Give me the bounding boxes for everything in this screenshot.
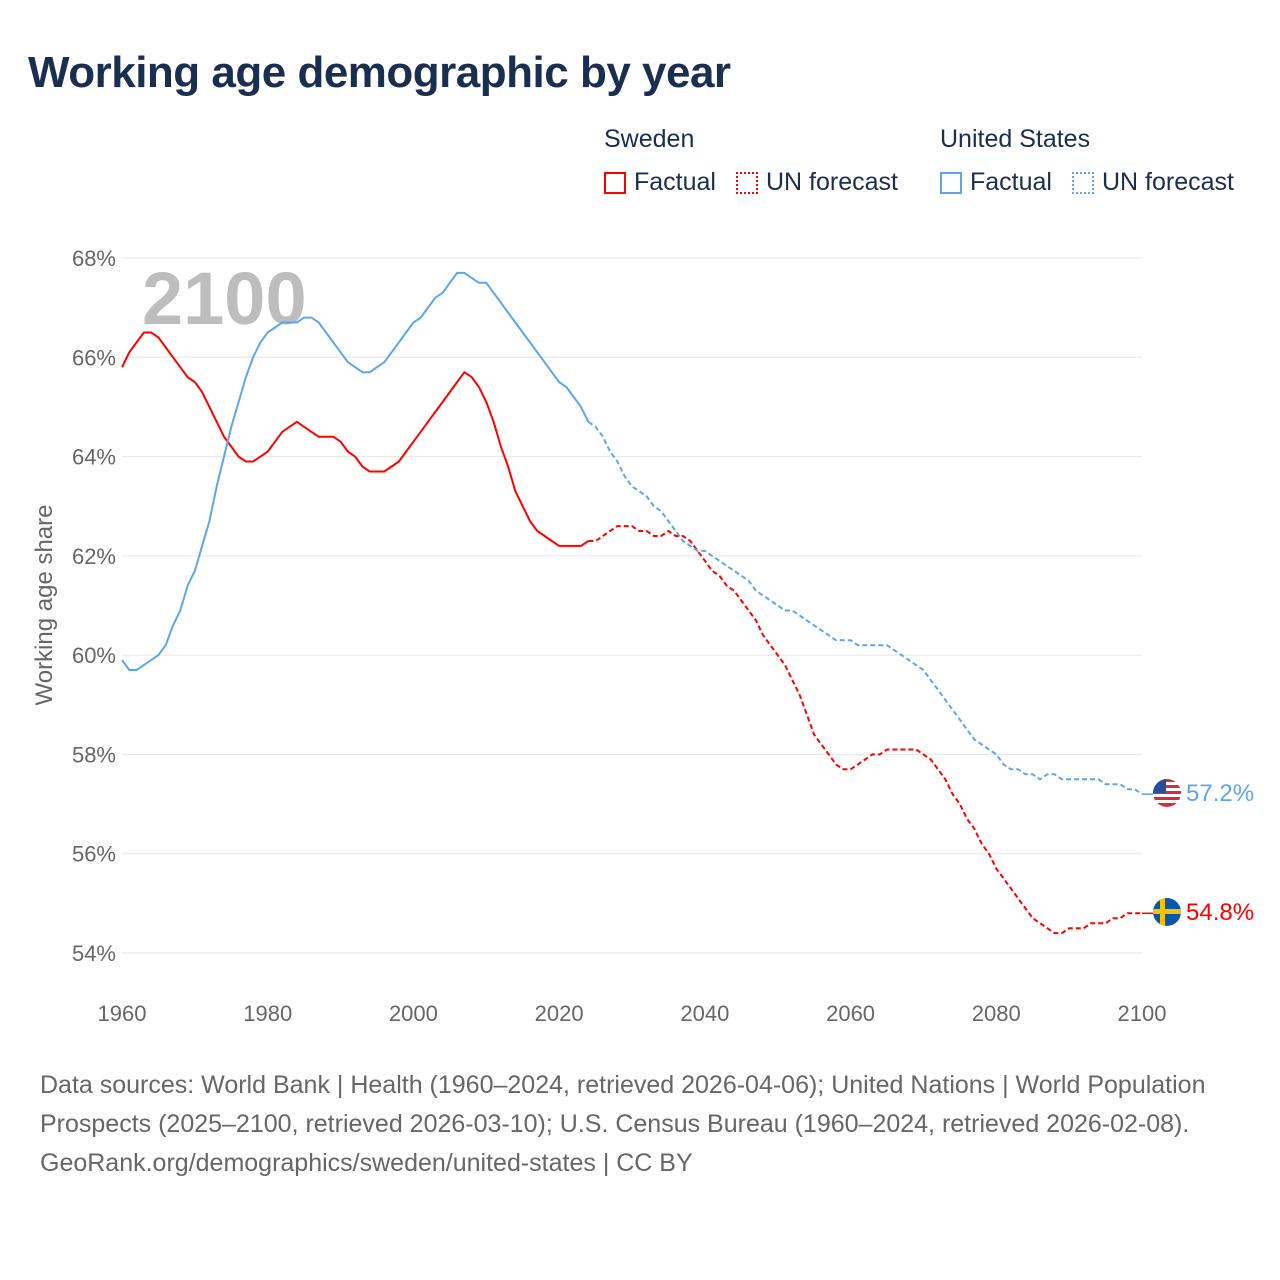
y-tick-label: 58% [72, 742, 116, 767]
x-tick-label: 1960 [98, 1001, 147, 1026]
legend-label: UN forecast [1101, 168, 1234, 196]
x-tick-label: 1980 [243, 1001, 292, 1026]
y-tick-label: 62% [72, 544, 116, 569]
legend-us-title: United States [940, 125, 1091, 153]
legend-sweden-forecast[interactable]: UN forecast [735, 168, 898, 197]
y-tick-label: 54% [72, 941, 116, 966]
x-tick-label: 2080 [972, 1001, 1021, 1026]
legend-swatch [604, 171, 626, 194]
x-tick-label: 2100 [1118, 1001, 1167, 1026]
legend-label: Factual [970, 168, 1052, 196]
chart-title: Working age demographic by year [28, 48, 731, 97]
footer: Data sources: World Bank | Health (1960–… [40, 1066, 1240, 1183]
legend-label: UN forecast [765, 168, 898, 196]
legend-swatch [940, 171, 962, 194]
sweden-forecast-line [588, 525, 1142, 935]
united-states-forecast-line [587, 420, 1143, 795]
sweden-end-label: 54.8% [1186, 899, 1254, 926]
line-chart: 54% 56% 58% 60% 62% 64% 66% 68% 1960 1980 2000 2020… [31, 246, 1254, 1026]
united-states-factual-line [121, 271, 590, 671]
year-watermark: 2100 [142, 257, 307, 340]
legend-swatch [1071, 171, 1094, 194]
legend-label: Factual [634, 168, 716, 196]
legend-us-factual[interactable]: Factual [940, 168, 1052, 197]
credit-link[interactable]: GeoRank.org/demographics/sweden/united-s… [40, 1149, 693, 1177]
x-tick-label: 2040 [680, 1001, 729, 1026]
legend-sweden: Sweden Factual UN forecast [604, 125, 912, 197]
y-tick-label: 68% [72, 246, 116, 271]
us-flag-icon [1153, 779, 1181, 807]
sweden-factual-line [121, 331, 589, 547]
y-tick-label: 66% [72, 345, 116, 370]
legend-sweden-factual[interactable]: Factual [604, 168, 716, 197]
us-end-label: 57.2% [1186, 780, 1254, 807]
data-sources: Data sources: World Bank | Health (1960–… [40, 1071, 1206, 1138]
x-tick-label: 2020 [535, 1001, 584, 1026]
y-tick-label: 56% [72, 842, 116, 867]
y-axis-label: Working age share [31, 505, 58, 706]
sweden-flag-icon [1153, 898, 1181, 926]
legend-united-states: United States Factual UN forecast [940, 125, 1248, 197]
legend-swatch [735, 171, 758, 194]
x-tick-label: 2060 [826, 1001, 875, 1026]
x-tick-label: 2000 [389, 1001, 438, 1026]
y-tick-label: 64% [72, 445, 116, 470]
legend-us-forecast[interactable]: UN forecast [1071, 168, 1234, 197]
legend-sweden-title: Sweden [604, 125, 695, 153]
y-tick-label: 60% [72, 643, 116, 668]
